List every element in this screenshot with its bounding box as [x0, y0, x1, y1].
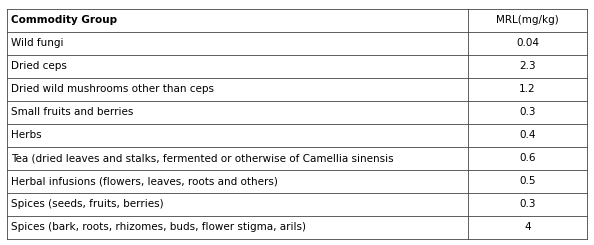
- Text: 4: 4: [524, 222, 531, 232]
- Text: Dried ceps: Dried ceps: [11, 61, 67, 71]
- Text: 0.5: 0.5: [519, 176, 536, 186]
- Text: 2.3: 2.3: [519, 61, 536, 71]
- Text: 1.2: 1.2: [519, 84, 536, 94]
- Text: MRL(mg/kg): MRL(mg/kg): [496, 15, 559, 25]
- Text: Dried wild mushrooms other than ceps: Dried wild mushrooms other than ceps: [11, 84, 214, 94]
- Text: 0.3: 0.3: [519, 199, 536, 209]
- Text: Spices (bark, roots, rhizomes, buds, flower stigma, arils): Spices (bark, roots, rhizomes, buds, flo…: [11, 222, 307, 232]
- Text: 0.3: 0.3: [519, 107, 536, 117]
- Text: 0.04: 0.04: [516, 38, 539, 48]
- Text: Commodity Group: Commodity Group: [11, 15, 118, 25]
- Text: 0.4: 0.4: [519, 130, 536, 140]
- Text: 0.6: 0.6: [519, 153, 536, 163]
- Text: Spices (seeds, fruits, berries): Spices (seeds, fruits, berries): [11, 199, 164, 209]
- Text: Herbal infusions (flowers, leaves, roots and others): Herbal infusions (flowers, leaves, roots…: [11, 176, 278, 186]
- Text: Small fruits and berries: Small fruits and berries: [11, 107, 134, 117]
- Text: Wild fungi: Wild fungi: [11, 38, 64, 48]
- Text: Herbs: Herbs: [11, 130, 42, 140]
- Text: Tea (dried leaves and stalks, fermented or otherwise of Camellia sinensis: Tea (dried leaves and stalks, fermented …: [11, 153, 394, 163]
